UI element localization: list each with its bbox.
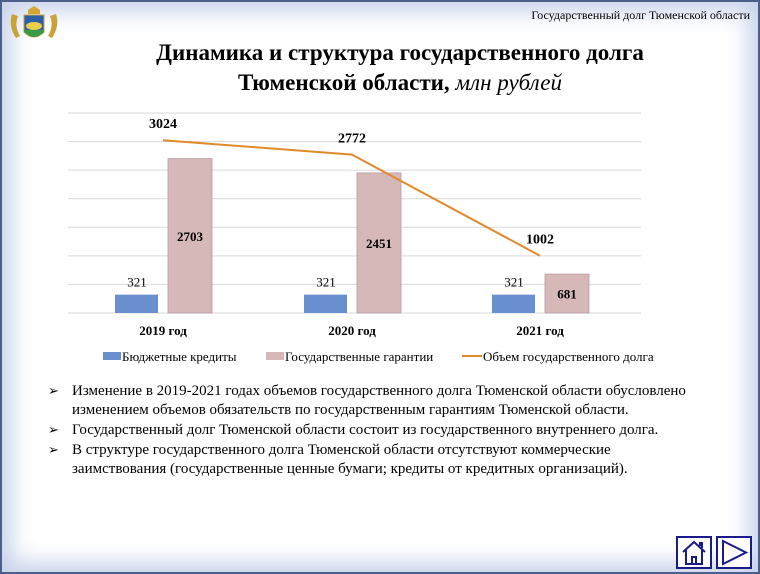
header-note: Государственный долг Тюменской области bbox=[531, 8, 750, 22]
play-triangle-icon bbox=[722, 539, 749, 566]
title-unit: млн рублей bbox=[455, 70, 562, 95]
bar-state-guarantees bbox=[167, 158, 213, 314]
data-label-budget-credits: 321 bbox=[127, 275, 147, 290]
data-label-state-guarantees: 681 bbox=[557, 287, 577, 302]
bullet-item: Изменение в 2019-2021 годах объемов госу… bbox=[48, 382, 708, 420]
next-slide-button[interactable] bbox=[716, 536, 752, 569]
legend-swatch-state-guarantees bbox=[266, 352, 284, 360]
legend-label: Государственные гарантии bbox=[285, 349, 433, 364]
title-line-2: Тюменской области, bbox=[238, 70, 450, 95]
data-label-state-guarantees: 2703 bbox=[177, 229, 204, 244]
line-total-debt bbox=[162, 139, 541, 257]
data-label-total-debt: 2772 bbox=[338, 132, 366, 147]
bar-state-guarantees bbox=[544, 273, 590, 314]
legend-swatch-budget-credits bbox=[103, 352, 121, 360]
bullet-list: Изменение в 2019-2021 годах объемов госу… bbox=[48, 382, 708, 480]
legend-label: Бюджетные кредиты bbox=[122, 349, 237, 364]
page-title: Динамика и структура государственного до… bbox=[80, 38, 720, 98]
bar-budget-credits bbox=[492, 294, 535, 313]
data-label-budget-credits: 321 bbox=[504, 275, 524, 290]
home-button[interactable] bbox=[676, 536, 712, 569]
bar-state-guarantees bbox=[356, 172, 402, 314]
bullet-item: В структуре государственного долга Тюмен… bbox=[48, 441, 708, 479]
bar-budget-credits bbox=[304, 294, 347, 313]
legend-label: Объем государственного долга bbox=[483, 349, 654, 364]
bar-budget-credits bbox=[115, 294, 158, 313]
bullet-item: Государственный долг Тюменской области с… bbox=[48, 421, 708, 440]
category-label: 2021 год bbox=[516, 323, 564, 338]
data-label-state-guarantees: 2451 bbox=[366, 236, 392, 251]
home-icon bbox=[682, 540, 706, 565]
data-label-total-debt: 1002 bbox=[526, 233, 554, 248]
title-line-1: Динамика и структура государственного до… bbox=[156, 40, 644, 65]
debt-chart: 321 2703 2019 год 321 2451 2020 год 321 681 2021… bbox=[68, 112, 654, 364]
category-label: 2019 год bbox=[139, 323, 187, 338]
data-label-total-debt: 3024 bbox=[149, 117, 177, 132]
category-label: 2020 год bbox=[328, 323, 376, 338]
data-label-budget-credits: 321 bbox=[316, 275, 336, 290]
coat-of-arms-logo bbox=[10, 6, 58, 38]
